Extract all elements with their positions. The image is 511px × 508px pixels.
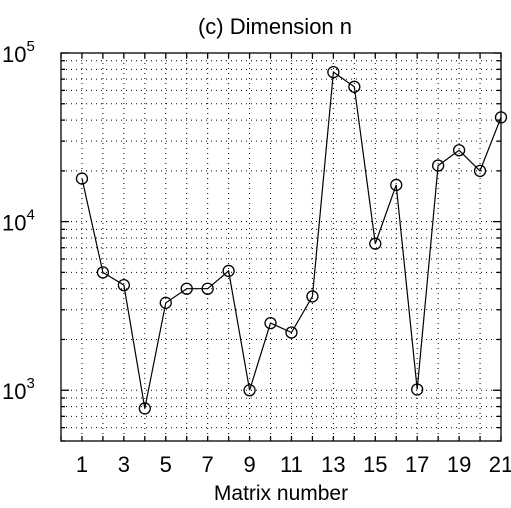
data-points bbox=[75, 65, 508, 415]
chart-title: (c) Dimension n bbox=[198, 14, 352, 39]
data-point bbox=[243, 384, 256, 397]
x-tick-label: 9 bbox=[243, 452, 255, 477]
y-tick-label: 103 bbox=[2, 375, 35, 404]
data-point bbox=[159, 296, 172, 309]
data-point bbox=[411, 383, 424, 396]
x-tick-label: 3 bbox=[118, 452, 130, 477]
data-point bbox=[264, 316, 277, 330]
x-tick-label: 5 bbox=[160, 452, 172, 477]
data-point bbox=[306, 290, 319, 303]
data-point bbox=[285, 326, 298, 339]
data-point bbox=[473, 164, 487, 178]
grid bbox=[61, 53, 501, 441]
x-tick-label: 15 bbox=[363, 452, 387, 477]
data-point bbox=[75, 172, 89, 185]
data-point bbox=[327, 65, 340, 79]
data-point bbox=[138, 402, 151, 415]
data-point bbox=[348, 80, 361, 93]
data-point bbox=[96, 266, 110, 279]
data-point bbox=[222, 264, 235, 278]
x-tick-label: 17 bbox=[405, 452, 429, 477]
data-point bbox=[369, 237, 382, 250]
data-point bbox=[390, 178, 403, 192]
data-point bbox=[431, 159, 445, 172]
x-tick-label: 13 bbox=[321, 452, 345, 477]
series-line bbox=[81, 71, 502, 409]
data-point bbox=[180, 282, 193, 295]
x-tick-label: 21 bbox=[489, 452, 511, 477]
y-tick-label: 104 bbox=[2, 207, 35, 236]
x-axis-label: Matrix number bbox=[214, 482, 348, 505]
data-point bbox=[117, 278, 131, 292]
plot-frame bbox=[60, 52, 502, 442]
x-tick-label: 1 bbox=[76, 452, 88, 477]
y-tick-label: 105 bbox=[2, 38, 35, 67]
y-tick-labels: 103 104 105 bbox=[2, 38, 35, 404]
data-point bbox=[201, 282, 214, 295]
x-tick-label: 11 bbox=[280, 452, 303, 477]
data-point bbox=[452, 144, 466, 157]
x-tick-label: 7 bbox=[202, 452, 214, 477]
x-tick-labels: 1 3 5 7 9 11 13 15 17 19 21 bbox=[76, 452, 511, 477]
tick-marks bbox=[60, 52, 502, 442]
data-point bbox=[494, 111, 508, 124]
x-tick-label: 19 bbox=[447, 452, 471, 477]
